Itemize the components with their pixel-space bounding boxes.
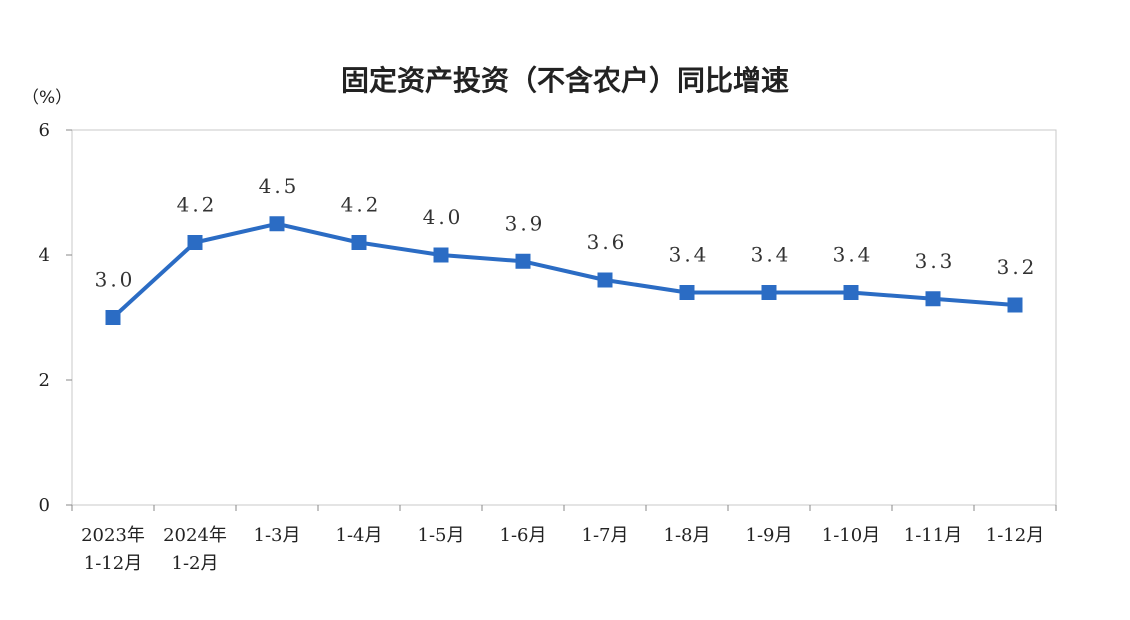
data-label: 3.6 [587,230,628,254]
data-point-marker [843,285,859,300]
y-axis: 0 2 4 6 [39,120,72,516]
chart-title: 固定资产投资（不含农户）同比增速 [341,64,789,97]
y-tick-label: 0 [39,495,50,516]
data-point-marker [761,285,777,300]
data-label: 4.2 [177,193,218,217]
x-tick-label: 1-5月 [418,525,465,546]
x-axis: 2023年 1-12月 2024年 1-2月 1-3月 1-4月 1-5月 1-6月 1-7月 1… [71,505,1057,574]
data-point-marker [433,247,449,263]
data-label: 3.2 [997,255,1038,279]
data-label: 3.4 [669,243,710,267]
x-tick-label: 1-7月 [582,525,629,546]
data-point-marker [597,272,613,288]
data-label: 3.3 [915,249,956,273]
data-label: 3.4 [751,243,792,267]
x-tick-label: 1-6月 [500,525,547,546]
data-point-marker [269,216,285,232]
x-tick-label: 1-12月 [84,553,142,574]
x-tick-label: 1-9月 [746,525,793,546]
x-tick-label: 2024年 [163,525,227,546]
data-point-marker [925,291,941,307]
data-point-marker [515,253,531,269]
data-label: 3.0 [95,268,136,292]
data-label: 4.5 [259,174,300,198]
x-tick-label: 1-11月 [904,525,962,546]
plot-frame [71,129,1057,506]
data-point-marker [679,285,695,300]
data-label: 4.2 [341,193,382,217]
data-label-layer: 3.0 4.2 4.5 4.2 4.0 3.9 3.6 3.4 3.4 3.4 3.3 3.2 [95,174,1038,292]
x-tick-label: 1-12月 [986,525,1044,546]
data-point-marker [187,235,203,250]
x-tick-label: 1-10月 [822,525,880,546]
y-tick-label: 4 [39,245,50,266]
data-point-marker [351,235,367,250]
x-tick-label: 1-4月 [336,525,383,546]
data-point-marker [1007,297,1023,313]
data-label: 3.9 [505,211,546,235]
x-tick-label: 1-2月 [172,553,219,574]
y-axis-unit: （%） [22,88,72,108]
series-layer [105,216,1023,325]
series-line [111,221,1016,319]
data-label: 4.0 [423,205,464,229]
x-tick-label: 2023年 [81,525,145,546]
x-tick-label: 1-8月 [664,525,711,546]
x-tick-label: 1-3月 [254,525,301,546]
y-tick-label: 6 [39,120,50,141]
data-point-marker [105,310,121,325]
y-tick-label: 2 [39,370,50,391]
data-label: 3.4 [833,243,874,267]
